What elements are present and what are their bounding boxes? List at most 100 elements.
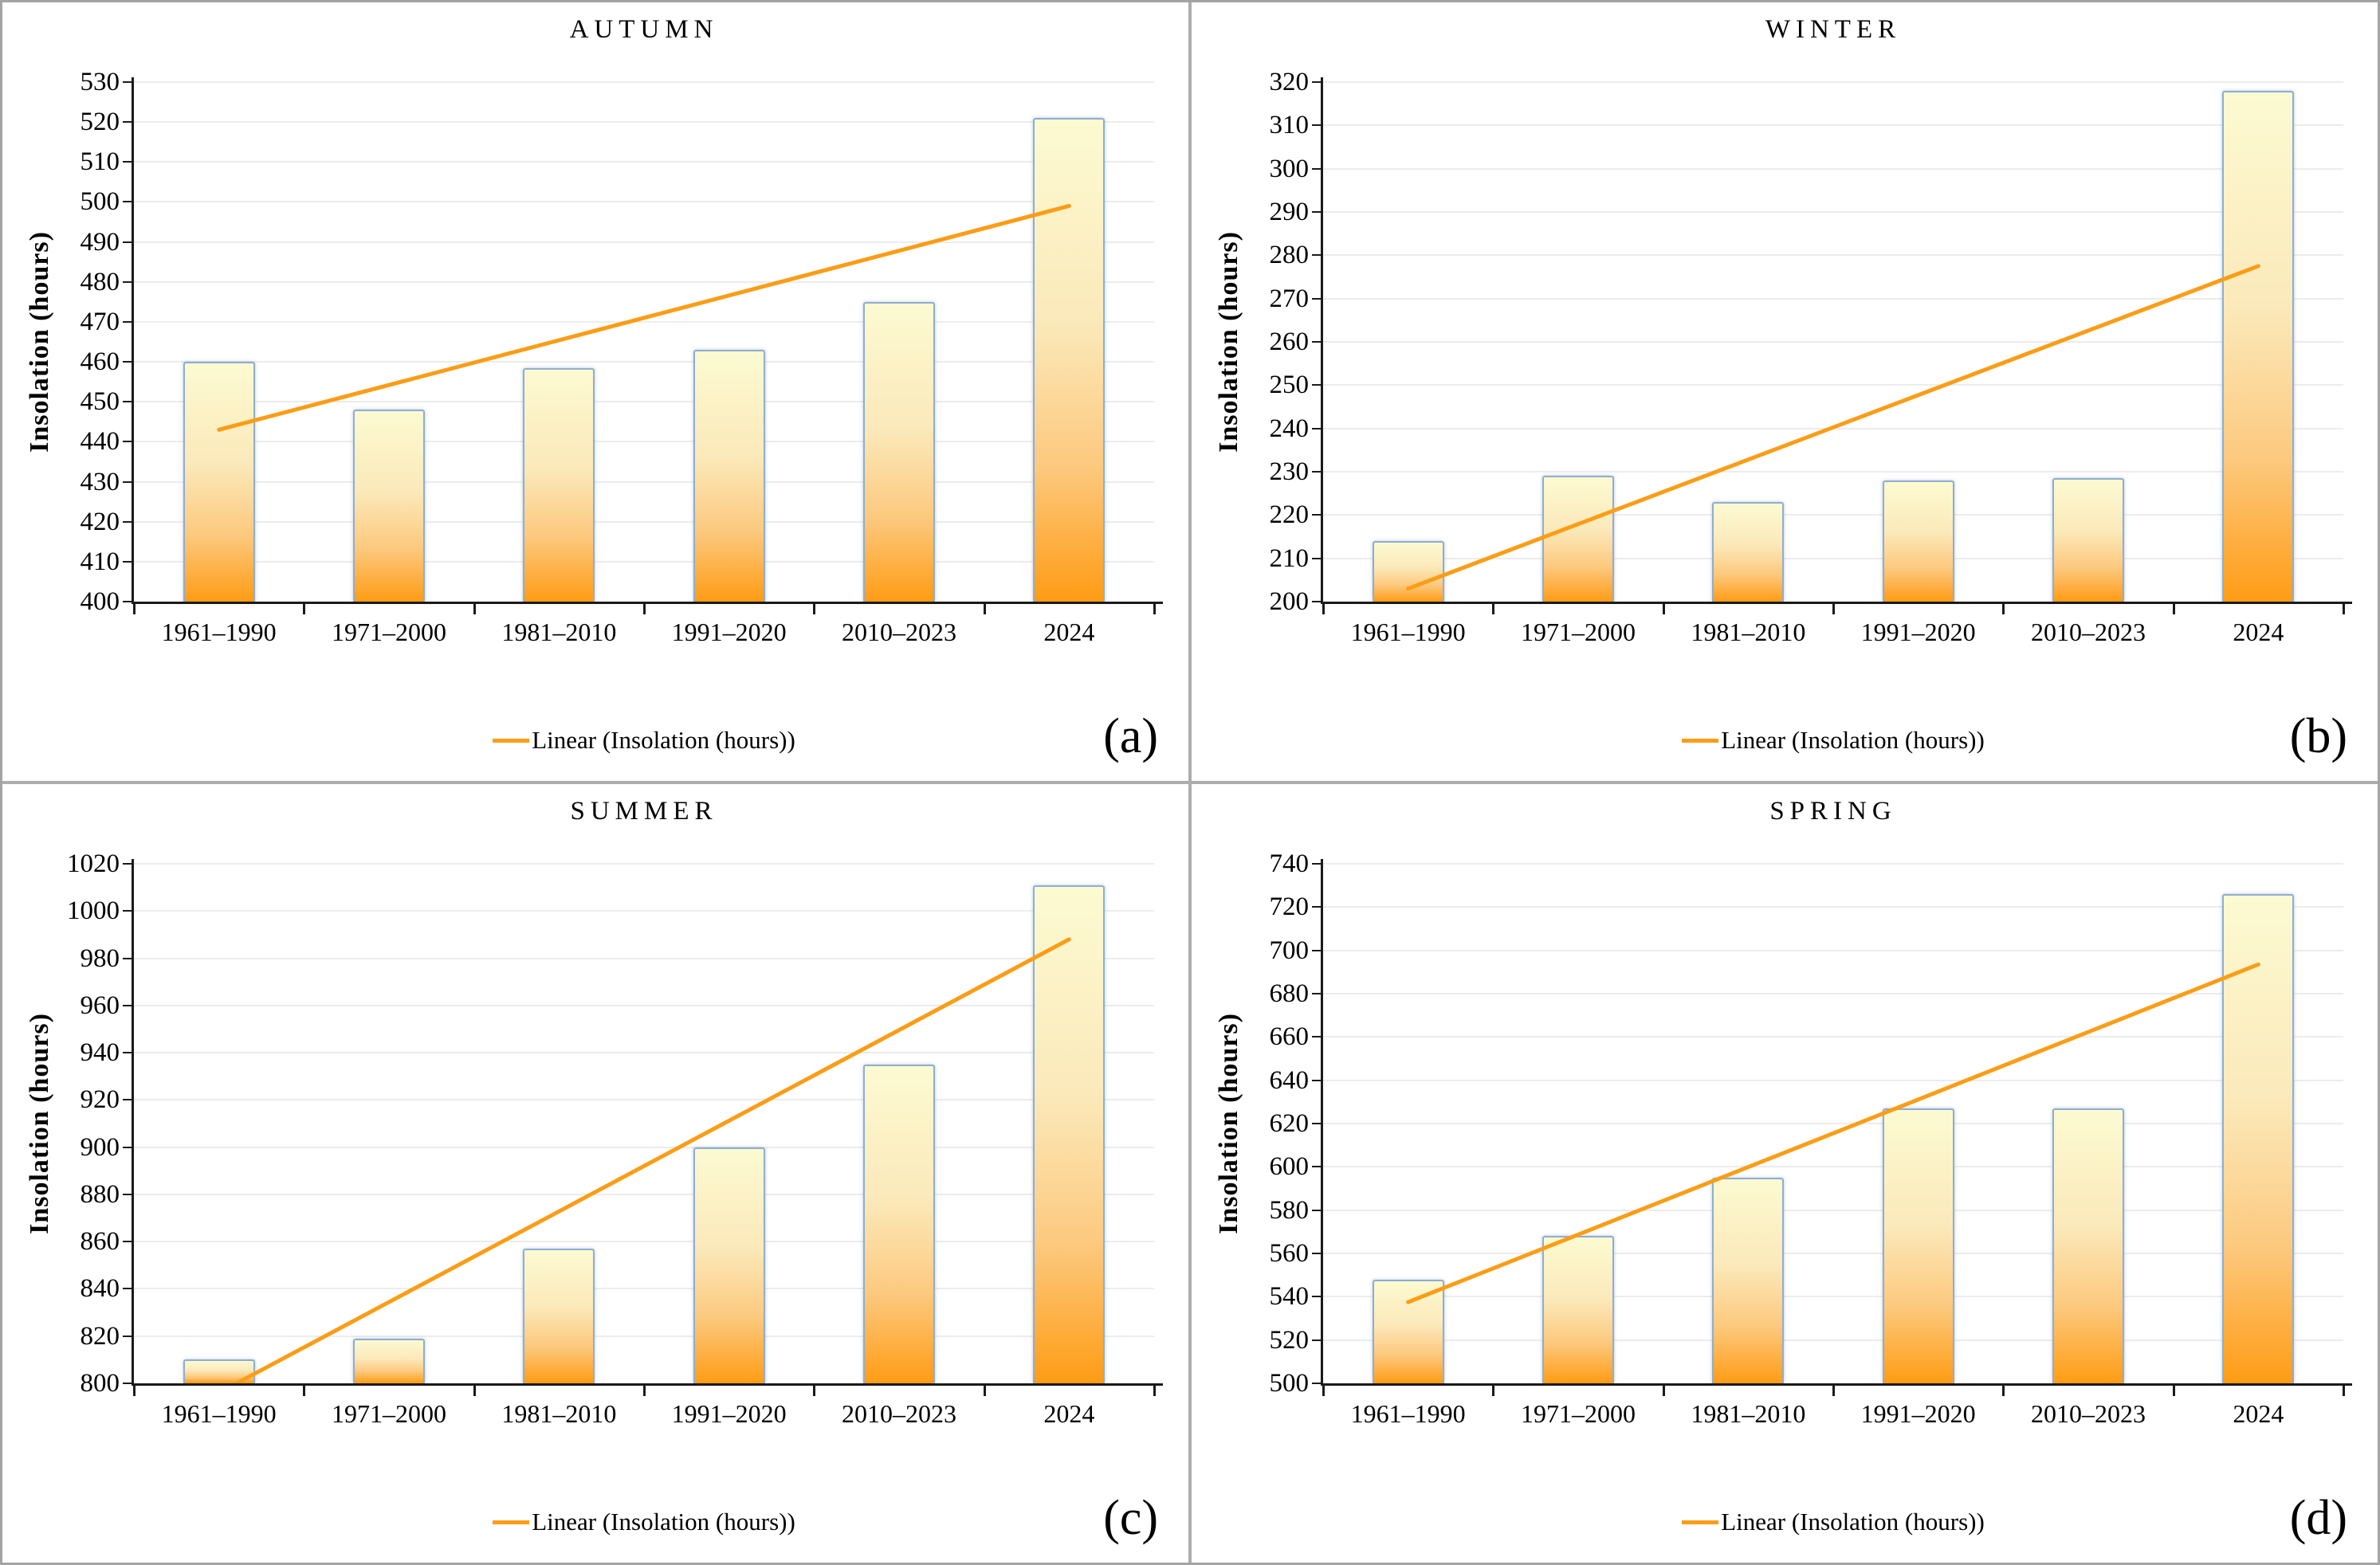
y-tick-label: 720	[1269, 892, 1310, 922]
bar	[693, 1147, 765, 1383]
x-category-label: 1981–2010	[1691, 1399, 1806, 1428]
gridline	[1323, 557, 2343, 559]
x-category-label: 1981–2010	[1691, 618, 1806, 646]
y-tick-mark	[1312, 906, 1322, 908]
gridline	[134, 560, 1154, 563]
x-tick-mark	[133, 1386, 135, 1396]
y-tick-mark	[123, 480, 133, 483]
y-tick-label: 920	[80, 1085, 120, 1115]
y-tick-label: 640	[1269, 1065, 1310, 1095]
bar	[1542, 476, 1614, 602]
y-tick-label: 880	[80, 1179, 120, 1209]
y-tick-label: 400	[80, 587, 120, 616]
y-tick-label: 200	[1269, 587, 1310, 616]
y-tick-label: 240	[1269, 414, 1310, 443]
x-category-label: 1961–1990	[161, 618, 277, 646]
y-tick-label: 420	[80, 507, 120, 536]
y-tick-label: 530	[80, 68, 120, 96]
legend: Linear (Insolation (hours))	[134, 1508, 1154, 1536]
x-tick-mark	[133, 604, 135, 614]
y-tick-label: 540	[1269, 1282, 1310, 1312]
plot-area: 200 210 220 230 240 250 260 270 280 290 300 310 320 1…	[1192, 2, 2378, 781]
legend-label: Linear (Insolation (hours))	[532, 726, 795, 754]
gridline	[134, 401, 1154, 403]
x-tick-mark	[2002, 604, 2005, 614]
gridline	[134, 1193, 1154, 1195]
x-tick-mark	[2172, 604, 2175, 614]
y-tick-label: 500	[80, 187, 120, 217]
y-tick-mark	[123, 520, 133, 523]
y-tick-label: 960	[80, 990, 120, 1020]
y-tick-mark	[1312, 1036, 1322, 1038]
gridline	[1323, 1209, 2343, 1211]
x-category-label: 2024	[1043, 1399, 1095, 1428]
y-tick-label: 520	[80, 108, 120, 137]
x-category-label: 1981–2010	[501, 1399, 617, 1428]
x-tick-mark	[303, 1386, 306, 1396]
gridline	[134, 1099, 1154, 1101]
bar	[863, 301, 935, 602]
bar	[1033, 884, 1106, 1383]
gridline	[134, 1146, 1154, 1148]
bar	[863, 1064, 935, 1383]
y-tick-label: 430	[80, 467, 120, 496]
bar	[1033, 118, 1106, 602]
plot-area: 400 410 420 430 440 450 460 470 480 490 500 510 520 5…	[2, 2, 1188, 781]
y-tick-mark	[123, 1335, 133, 1337]
legend-line-swatch	[493, 1520, 530, 1524]
y-tick-mark	[1312, 1296, 1322, 1298]
gridline	[1323, 906, 2343, 908]
gridline	[1323, 1166, 2343, 1168]
bar	[1882, 1108, 1954, 1383]
bar	[1372, 1279, 1444, 1383]
y-tick-mark	[1312, 427, 1322, 429]
gridline	[134, 161, 1154, 163]
chart-title: AUTUMN	[569, 15, 719, 44]
gridline	[1323, 384, 2343, 386]
y-tick-label: 680	[1269, 979, 1310, 1008]
y-tick-mark	[1312, 1209, 1322, 1211]
legend-label: Linear (Insolation (hours))	[1721, 726, 1985, 754]
gridline	[1323, 254, 2343, 257]
y-tick-mark	[1312, 557, 1322, 559]
y-axis-line	[132, 859, 134, 1386]
gridline	[1323, 949, 2343, 951]
y-tick-label: 210	[1269, 543, 1310, 573]
bar	[1882, 480, 1954, 602]
y-tick-mark	[123, 1193, 133, 1195]
x-category-label: 1971–2000	[1520, 1399, 1636, 1428]
bar	[183, 362, 255, 602]
y-tick-mark	[123, 161, 133, 163]
x-tick-mark	[1832, 1386, 1835, 1396]
y-tick-label: 230	[1269, 457, 1310, 486]
gridline	[134, 520, 1154, 523]
panel-autumn: AUTUMN Insolation (hours) 400 410 420 430 44…	[2, 2, 1188, 781]
y-tick-mark	[1312, 384, 1322, 386]
y-tick-mark	[1312, 124, 1322, 127]
y-tick-label: 490	[80, 227, 120, 257]
x-category-label: 2010–2023	[841, 1399, 956, 1428]
y-tick-label: 740	[1269, 849, 1310, 878]
y-tick-label: 820	[80, 1321, 120, 1351]
x-tick-mark	[1322, 1386, 1325, 1396]
y-tick-label: 220	[1269, 500, 1310, 530]
x-tick-mark	[2172, 1386, 2175, 1396]
x-tick-mark	[2002, 1386, 2005, 1396]
bar	[523, 1249, 595, 1383]
panel-letter: (d)	[2289, 1491, 2347, 1545]
x-category-label: 1961–1990	[1350, 618, 1466, 646]
x-tick-mark	[1153, 604, 1156, 614]
y-tick-label: 980	[80, 943, 120, 973]
x-tick-mark	[1662, 1386, 1665, 1396]
legend-label: Linear (Insolation (hours))	[1721, 1508, 1985, 1536]
gridline	[1323, 863, 2343, 865]
y-tick-label: 600	[1269, 1152, 1310, 1182]
x-tick-mark	[1492, 604, 1495, 614]
x-category-label: 1961–1990	[161, 1399, 277, 1428]
chart-title: SUMMER	[570, 797, 718, 826]
y-tick-label: 900	[80, 1132, 120, 1162]
x-category-label: 1971–2000	[1520, 618, 1636, 646]
y-tick-label: 310	[1269, 111, 1310, 140]
y-tick-label: 840	[80, 1274, 120, 1304]
gridline	[134, 241, 1154, 243]
